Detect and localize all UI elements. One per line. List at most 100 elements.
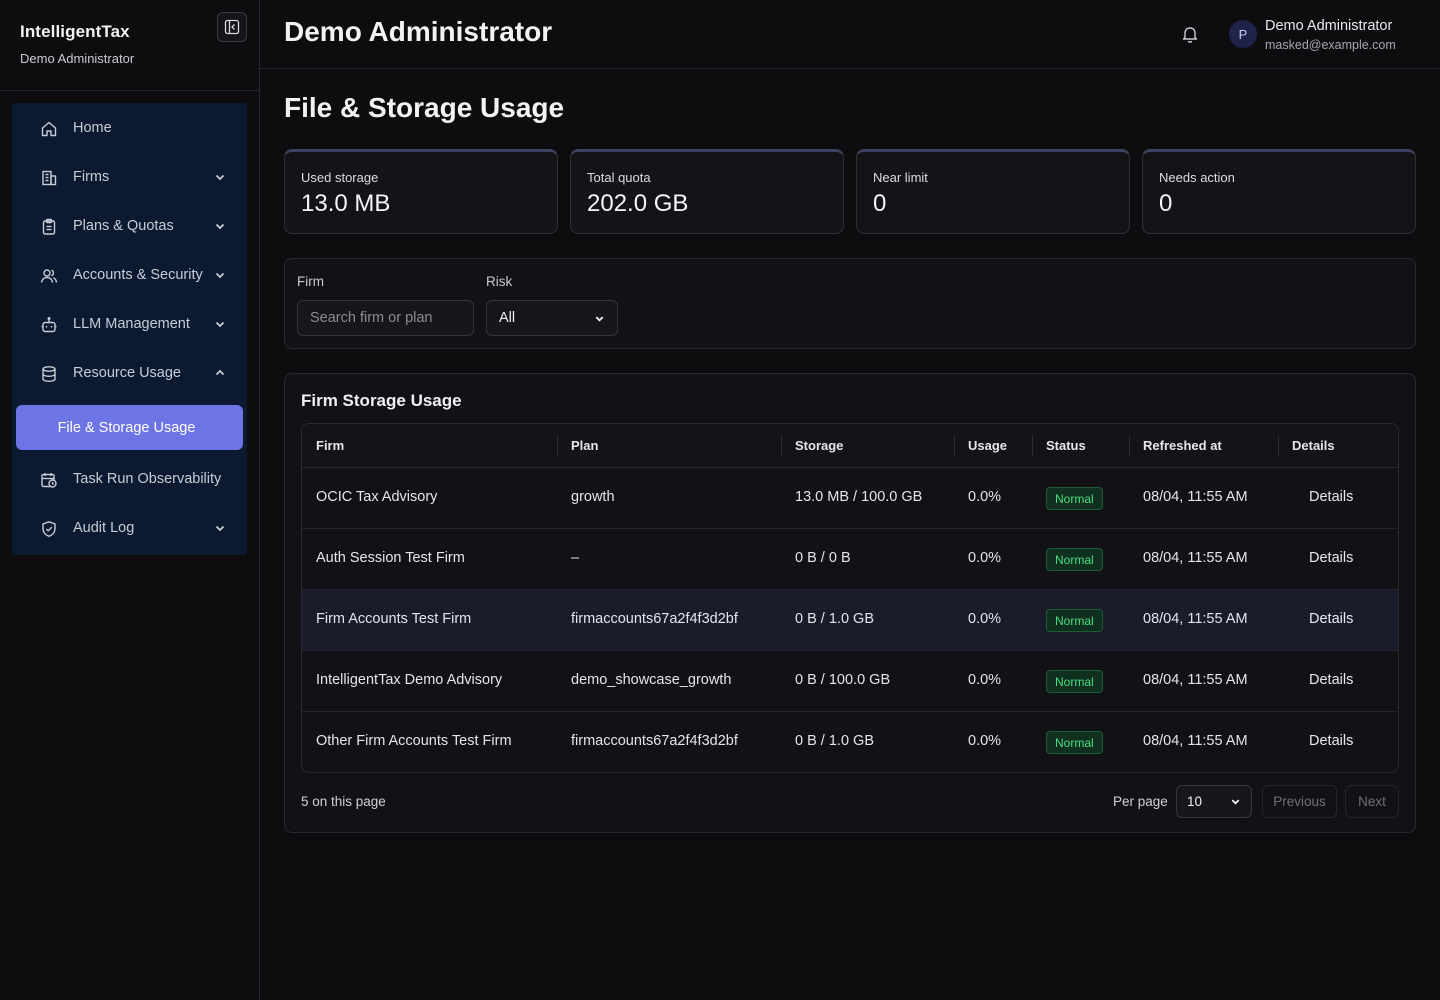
cell-plan: firmaccounts67a2f4f3d2bf <box>571 611 738 627</box>
table-row[interactable]: Other Firm Accounts Test Firm firmaccoun… <box>302 712 1398 772</box>
sidebar-item-firms[interactable]: Firms <box>12 158 247 198</box>
firm-search-input[interactable] <box>297 300 474 336</box>
chevron-up-icon <box>215 369 225 376</box>
firm-storage-usage-panel: Firm Storage Usage Firm Plan Storage Usa… <box>284 373 1416 833</box>
sidebar-item-label: Home <box>73 120 112 136</box>
table-row[interactable]: Firm Accounts Test Firm firmaccounts67a2… <box>302 590 1398 651</box>
per-page-value: 10 <box>1187 794 1203 809</box>
stat-label: Near limit <box>873 170 928 185</box>
column-header-storage[interactable]: Storage <box>795 438 844 453</box>
sidebar-item-label: Resource Usage <box>73 365 181 381</box>
cell-storage: 0 B / 1.0 GB <box>795 611 874 627</box>
sidebar-divider <box>0 90 259 91</box>
stat-label: Total quota <box>587 170 651 185</box>
sidebar-item-label: Plans & Quotas <box>73 218 174 234</box>
sidebar: IntelligentTax Demo Administrator Home F… <box>0 0 260 1000</box>
column-header-firm[interactable]: Firm <box>316 438 345 453</box>
chevron-down-icon <box>215 525 225 532</box>
sidebar-item-task-run-observability[interactable]: Task Run Observability <box>12 460 247 500</box>
stat-value: 0 <box>873 190 887 217</box>
per-page-label: Per page <box>1113 794 1168 809</box>
avatar[interactable]: P <box>1229 20 1257 48</box>
chevron-down-icon <box>595 315 604 322</box>
previous-page-button[interactable]: Previous <box>1262 785 1337 818</box>
table-row[interactable]: Auth Session Test Firm – 0 B / 0 B 0.0% … <box>302 529 1398 590</box>
details-button[interactable]: Details <box>1309 550 1354 566</box>
cell-usage: 0.0% <box>968 733 1002 749</box>
sidebar-item-label: LLM Management <box>73 316 190 332</box>
cell-firm: Other Firm Accounts Test Firm <box>316 733 512 749</box>
per-page-select[interactable]: 10 <box>1176 785 1252 818</box>
sidebar-item-label: Accounts & Security <box>73 267 203 283</box>
cell-plan: demo_showcase_growth <box>571 672 732 688</box>
risk-select[interactable]: All <box>486 300 618 336</box>
cell-refreshed-at: 08/04, 11:55 AM <box>1143 611 1248 627</box>
cell-storage: 0 B / 100.0 GB <box>795 672 891 688</box>
sidebar-item-audit-log[interactable]: Audit Log <box>12 509 247 549</box>
cell-plan: firmaccounts67a2f4f3d2bf <box>571 733 738 749</box>
status-badge: Normal <box>1046 487 1103 510</box>
sidebar-item-llm-management[interactable]: LLM Management <box>12 305 247 345</box>
chevron-down-icon <box>215 272 225 279</box>
status-badge: Normal <box>1046 670 1103 693</box>
column-header-plan[interactable]: Plan <box>571 438 599 453</box>
cell-usage: 0.0% <box>968 550 1002 566</box>
column-divider <box>557 436 558 456</box>
sidebar-item-home[interactable]: Home <box>12 109 247 149</box>
cell-firm: IntelligentTax Demo Advisory <box>316 672 503 688</box>
column-header-status[interactable]: Status <box>1046 438 1086 453</box>
details-button[interactable]: Details <box>1309 672 1354 688</box>
sidebar-item-resource-usage[interactable]: Resource Usage <box>12 354 247 394</box>
column-header-details: Details <box>1292 438 1335 453</box>
details-button[interactable]: Details <box>1309 733 1354 749</box>
sidebar-item-plans-quotas[interactable]: Plans & Quotas <box>12 207 247 247</box>
cell-firm: OCIC Tax Advisory <box>316 489 438 505</box>
column-header-refreshed-at[interactable]: Refreshed at <box>1143 438 1222 453</box>
collapse-sidebar-button[interactable] <box>217 12 247 42</box>
chevron-down-icon <box>215 223 225 230</box>
top-header: Demo Administrator P Demo Administrator … <box>260 0 1440 69</box>
column-divider <box>1032 436 1033 456</box>
column-divider <box>1129 436 1130 456</box>
details-button[interactable]: Details <box>1309 489 1354 505</box>
header-title: Demo Administrator <box>284 16 553 47</box>
stat-value: 0 <box>1159 190 1173 217</box>
status-badge: Normal <box>1046 731 1103 754</box>
cell-refreshed-at: 08/04, 11:55 AM <box>1143 550 1248 566</box>
stat-card-total-quota: Total quota 202.0 GB <box>570 149 844 234</box>
cell-plan: – <box>571 550 580 566</box>
cell-storage: 0 B / 1.0 GB <box>795 733 874 749</box>
details-button[interactable]: Details <box>1309 611 1354 627</box>
column-header-usage[interactable]: Usage <box>968 438 1008 453</box>
sidebar-subitem-file-storage-usage[interactable]: File & Storage Usage <box>16 405 243 450</box>
risk-select-value: All <box>499 310 516 326</box>
bell-icon[interactable] <box>1180 24 1200 44</box>
sidebar-item-label: Task Run Observability <box>73 471 222 487</box>
status-badge: Normal <box>1046 548 1103 571</box>
table-row[interactable]: OCIC Tax Advisory growth 13.0 MB / 100.0… <box>302 468 1398 529</box>
stat-card-needs-action: Needs action 0 <box>1142 149 1416 234</box>
column-divider <box>954 436 955 456</box>
next-page-button[interactable]: Next <box>1345 785 1399 818</box>
brand-name: IntelligentTax <box>20 22 130 41</box>
storage-table: Firm Plan Storage Usage Status Refreshed… <box>301 423 1399 773</box>
users-icon <box>40 269 58 283</box>
sidebar-item-accounts-security[interactable]: Accounts & Security <box>12 256 247 296</box>
panel-title: Firm Storage Usage <box>301 391 462 410</box>
brand: IntelligentTax Demo Administrator <box>20 22 134 66</box>
sidebar-item-label: Audit Log <box>73 520 135 536</box>
chevron-down-icon <box>1231 799 1240 805</box>
chevron-down-icon <box>215 321 225 328</box>
cell-refreshed-at: 08/04, 11:55 AM <box>1143 733 1248 749</box>
cell-usage: 0.0% <box>968 611 1002 627</box>
column-divider <box>1278 436 1279 456</box>
cell-firm: Auth Session Test Firm <box>316 550 465 566</box>
table-row[interactable]: IntelligentTax Demo Advisory demo_showca… <box>302 651 1398 712</box>
table-header: Firm Plan Storage Usage Status Refreshed… <box>302 424 1398 468</box>
brand-subtitle: Demo Administrator <box>20 51 135 66</box>
page-title: File & Storage Usage <box>284 92 565 123</box>
stat-card-used-storage: Used storage 13.0 MB <box>284 149 558 234</box>
chevron-down-icon <box>215 174 225 181</box>
cell-usage: 0.0% <box>968 672 1002 688</box>
stat-value: 202.0 GB <box>587 190 689 217</box>
